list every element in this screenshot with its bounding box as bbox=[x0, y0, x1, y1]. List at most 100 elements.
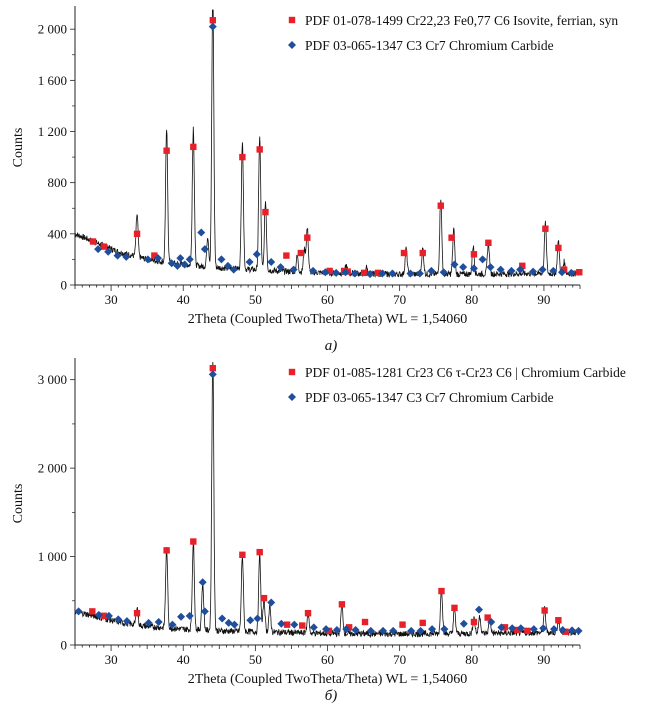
square-marker bbox=[541, 607, 548, 614]
x-tick-label: 70 bbox=[393, 292, 406, 307]
square-marker bbox=[542, 225, 549, 232]
diamond-marker bbox=[267, 257, 276, 266]
diamond-marker bbox=[557, 268, 566, 277]
y-tick-label: 1 000 bbox=[38, 549, 67, 564]
square-marker bbox=[190, 538, 197, 545]
diamond-marker bbox=[176, 254, 185, 263]
square-marker bbox=[256, 146, 263, 153]
chart-panel-2: 30 40 50 60 70 80 90 0 1 000 2 000 3 000 2Theta (Co… bbox=[11, 358, 626, 704]
diamond-marker bbox=[507, 266, 516, 275]
legend-label: PDF 03-065-1347 C3 Cr7 Chromium Carbide bbox=[305, 38, 554, 53]
diamond-marker bbox=[154, 618, 163, 627]
square-marker bbox=[562, 628, 569, 635]
square-marker bbox=[297, 249, 305, 257]
x-tick-label: 90 bbox=[537, 292, 550, 307]
diamond-marker bbox=[459, 263, 468, 272]
square-marker bbox=[299, 622, 306, 629]
square-marker bbox=[163, 547, 170, 554]
diamond-marker bbox=[516, 624, 525, 633]
diamond-marker bbox=[94, 610, 103, 619]
square-marker bbox=[400, 249, 408, 257]
diamond-marker bbox=[440, 625, 449, 634]
chart-panel-1: 30 40 50 60 70 80 90 0 400 800 1 200 1 600 2 000 2The… bbox=[11, 6, 618, 354]
diamond-marker bbox=[529, 267, 538, 276]
diamond-marker bbox=[496, 265, 505, 274]
diamond-marker bbox=[246, 616, 255, 625]
diamond-marker bbox=[104, 247, 113, 256]
y-tick-label: 0 bbox=[61, 278, 68, 293]
square-marker bbox=[361, 618, 369, 626]
diamond-marker bbox=[351, 625, 360, 634]
diamond-marker bbox=[104, 611, 113, 620]
square-marker bbox=[361, 269, 368, 277]
diamond-marker bbox=[197, 228, 206, 237]
diamond-marker bbox=[200, 245, 209, 254]
diamond-marker bbox=[366, 626, 375, 635]
square-marker bbox=[163, 147, 170, 154]
y-tick-label: 2 000 bbox=[38, 461, 67, 476]
diamond-marker bbox=[94, 245, 103, 254]
diamond-marker bbox=[341, 268, 350, 277]
square-marker bbox=[283, 252, 290, 259]
square-marker bbox=[209, 364, 216, 372]
panel-label: б) bbox=[325, 688, 338, 704]
diamond-marker bbox=[74, 607, 83, 616]
diamond-marker bbox=[143, 255, 152, 264]
square-marker bbox=[555, 617, 562, 624]
y-tick-label: 0 bbox=[61, 638, 68, 653]
diamond-marker bbox=[113, 251, 122, 260]
legend-marker bbox=[288, 41, 296, 49]
diamond-marker bbox=[208, 370, 217, 379]
square-marker bbox=[484, 614, 491, 621]
diamond-marker bbox=[321, 268, 330, 277]
diamond-marker bbox=[538, 265, 547, 274]
square-marker bbox=[338, 601, 346, 608]
diamond-marker bbox=[223, 261, 232, 270]
square-marker bbox=[524, 627, 531, 635]
diamond-marker bbox=[185, 255, 194, 264]
diamond-marker bbox=[230, 620, 239, 629]
diamond-marker bbox=[208, 22, 217, 31]
diamond-marker bbox=[267, 598, 276, 607]
diamond-marker bbox=[567, 268, 576, 277]
diamond-marker bbox=[322, 625, 331, 634]
square-marker bbox=[419, 249, 426, 257]
diamond-marker bbox=[388, 269, 397, 278]
diamond-marker bbox=[332, 625, 341, 634]
diamond-marker bbox=[459, 619, 468, 628]
square-marker bbox=[100, 243, 108, 250]
square-marker bbox=[304, 234, 311, 241]
square-marker bbox=[419, 619, 426, 627]
diamond-marker bbox=[516, 265, 525, 274]
square-marker bbox=[151, 252, 158, 259]
diamond-marker bbox=[180, 260, 189, 269]
diamond-marker bbox=[568, 626, 577, 635]
diamond-marker bbox=[252, 250, 261, 259]
diamond-marker bbox=[486, 263, 495, 272]
y-tick-label: 2 000 bbox=[38, 22, 67, 37]
diamond-marker bbox=[217, 255, 226, 264]
x-tick-label: 50 bbox=[249, 652, 262, 667]
square-marker bbox=[239, 153, 246, 161]
square-marker bbox=[260, 594, 268, 602]
diamond-marker bbox=[574, 626, 583, 635]
diamond-marker bbox=[144, 618, 153, 627]
diamond-marker bbox=[549, 266, 558, 275]
square-marker bbox=[325, 627, 333, 635]
diamond-marker bbox=[427, 266, 436, 275]
diamond-marker bbox=[245, 257, 254, 266]
y-tick-label: 400 bbox=[48, 226, 68, 241]
diamond-marker bbox=[276, 263, 285, 272]
diamond-marker bbox=[529, 625, 538, 634]
diamond-marker bbox=[185, 611, 194, 620]
diamond-marker bbox=[342, 625, 351, 634]
square-marker bbox=[485, 239, 492, 246]
square-marker bbox=[89, 238, 97, 245]
square-marker bbox=[451, 604, 458, 612]
x-axis-label: 2Theta (Coupled TwoTheta/Theta) WL = 1,5… bbox=[188, 312, 468, 327]
square-marker bbox=[209, 17, 216, 24]
diamond-marker bbox=[469, 264, 478, 273]
y-tick-label: 1 200 bbox=[38, 124, 67, 139]
